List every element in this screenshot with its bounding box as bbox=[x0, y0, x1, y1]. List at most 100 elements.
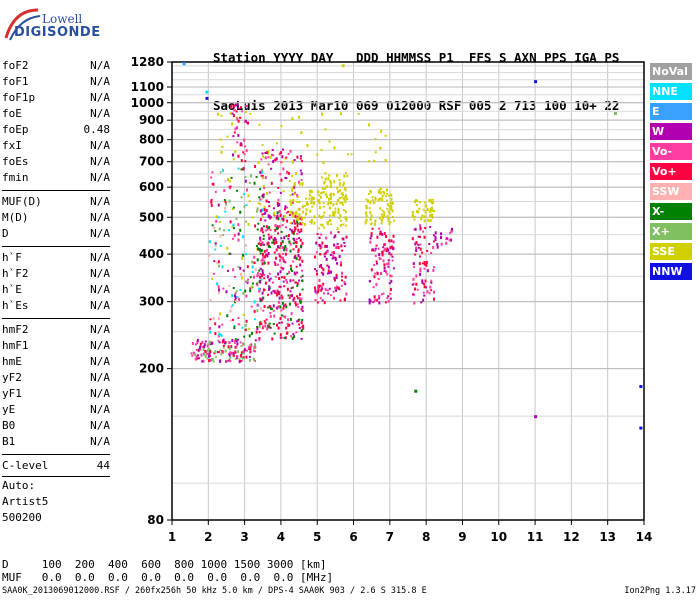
echo-point bbox=[344, 297, 347, 301]
echo-point bbox=[421, 279, 424, 283]
echo-point bbox=[423, 263, 426, 266]
echo-point bbox=[228, 252, 231, 255]
echo-point bbox=[425, 260, 428, 264]
echo-point bbox=[383, 247, 386, 251]
echo-point bbox=[241, 276, 244, 280]
echo-point bbox=[253, 255, 256, 259]
echo-point bbox=[388, 194, 391, 197]
echo-point bbox=[390, 253, 393, 256]
echo-point bbox=[287, 294, 290, 297]
param-row: h`F N/A bbox=[2, 250, 110, 266]
echo-point bbox=[383, 211, 386, 215]
echo-point bbox=[234, 150, 237, 154]
echo-point bbox=[376, 300, 379, 303]
echo-point bbox=[322, 202, 325, 205]
echo-point bbox=[374, 151, 377, 154]
echo-point bbox=[296, 224, 299, 228]
echo-point bbox=[243, 153, 246, 156]
echo-point bbox=[280, 266, 283, 269]
echo-point bbox=[213, 226, 216, 230]
echo-point bbox=[253, 309, 256, 313]
echo-point bbox=[320, 148, 323, 151]
echo-point bbox=[321, 267, 324, 270]
echo-point bbox=[315, 241, 318, 245]
echo-point bbox=[262, 176, 265, 180]
echo-point bbox=[414, 253, 417, 256]
echo-point bbox=[369, 240, 372, 244]
echo-point bbox=[345, 196, 348, 199]
echo-point bbox=[269, 307, 272, 310]
echo-point bbox=[210, 277, 213, 280]
echo-point bbox=[216, 282, 219, 286]
echo-point bbox=[263, 273, 266, 276]
echo-point bbox=[294, 191, 297, 194]
echo-point bbox=[249, 276, 252, 279]
echo-point bbox=[415, 204, 418, 207]
echo-point bbox=[262, 234, 265, 237]
echo-point bbox=[325, 236, 328, 240]
echo-point bbox=[259, 248, 262, 252]
echo-point bbox=[218, 332, 221, 336]
echo-point bbox=[267, 163, 270, 166]
echo-point bbox=[300, 325, 303, 328]
echo-point bbox=[338, 179, 341, 182]
echo-point bbox=[333, 256, 336, 259]
echo-point bbox=[393, 219, 396, 222]
echo-point bbox=[326, 195, 329, 199]
echo-point bbox=[320, 288, 323, 292]
param-value: N/A bbox=[90, 355, 110, 368]
echo-point bbox=[208, 326, 211, 330]
param-name: yF2 bbox=[2, 371, 22, 384]
echo-point bbox=[258, 324, 261, 328]
echo-point bbox=[281, 224, 284, 227]
echo-point bbox=[304, 197, 307, 200]
echo-point bbox=[229, 356, 232, 359]
echo-point bbox=[380, 271, 383, 275]
echo-point bbox=[285, 170, 288, 174]
echo-point bbox=[243, 193, 246, 196]
echo-point bbox=[318, 236, 321, 239]
echo-point bbox=[269, 312, 272, 315]
echo-point bbox=[259, 300, 262, 303]
legend-item: NNW bbox=[650, 263, 692, 280]
echo-point bbox=[413, 301, 416, 305]
echo-point bbox=[256, 209, 259, 213]
echo-point bbox=[280, 256, 283, 259]
echo-point bbox=[261, 258, 264, 262]
legend-item: X+ bbox=[650, 223, 692, 240]
echo-point bbox=[265, 199, 268, 203]
echo-point bbox=[224, 342, 227, 345]
param-row: h`Es N/A bbox=[2, 298, 110, 314]
param-name: B0 bbox=[2, 419, 16, 432]
echo-point bbox=[300, 321, 303, 325]
echo-point bbox=[365, 218, 368, 222]
echo-point bbox=[385, 234, 388, 238]
echo-point bbox=[300, 329, 303, 333]
echo-point bbox=[376, 298, 379, 301]
echo-point bbox=[423, 285, 426, 289]
echo-point bbox=[242, 349, 245, 353]
echo-point bbox=[414, 389, 418, 393]
echo-point bbox=[256, 272, 259, 275]
echo-point bbox=[381, 219, 384, 222]
echo-point bbox=[259, 243, 262, 247]
echo-point bbox=[449, 231, 452, 234]
x-tick-label: 4 bbox=[277, 530, 285, 544]
echo-point bbox=[330, 231, 333, 235]
echo-point bbox=[429, 225, 432, 228]
echo-point bbox=[260, 174, 263, 177]
echo-point bbox=[322, 272, 325, 276]
x-tick-label: 2 bbox=[204, 530, 212, 544]
echo-point bbox=[392, 234, 395, 238]
echo-point bbox=[254, 339, 257, 342]
echo-point bbox=[279, 333, 282, 337]
echo-point bbox=[291, 193, 294, 196]
echo-point bbox=[323, 211, 326, 214]
echo-point bbox=[372, 248, 375, 252]
echo-point bbox=[268, 237, 271, 241]
echo-point bbox=[199, 342, 202, 346]
echo-point bbox=[236, 355, 239, 359]
param-row: foEp 0.48 bbox=[2, 122, 110, 138]
echo-point bbox=[318, 286, 321, 289]
echo-point bbox=[344, 224, 347, 227]
